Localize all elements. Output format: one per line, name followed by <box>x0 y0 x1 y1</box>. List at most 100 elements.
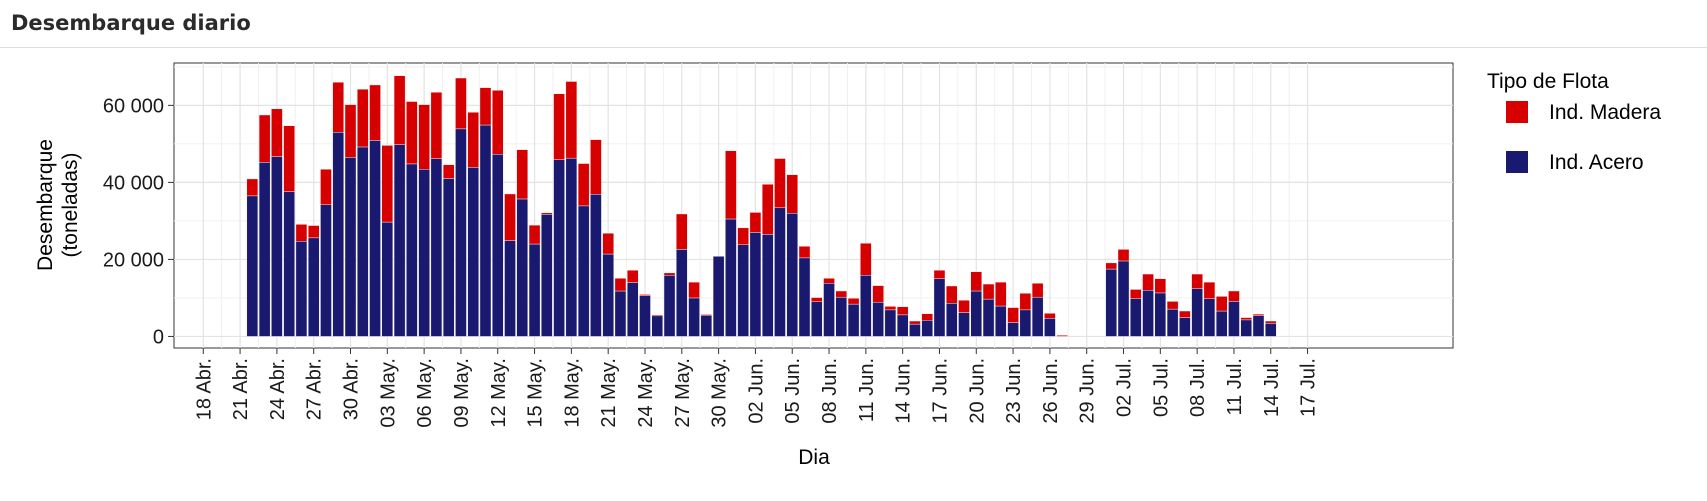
bar-ind-acero <box>958 312 970 337</box>
x-tick-label: 02 Jul. <box>1114 358 1136 417</box>
bar-ind-madera <box>786 174 798 214</box>
x-tick-label: 18 Abr. <box>193 358 215 420</box>
bar-ind-madera <box>516 149 529 200</box>
bar-ind-madera <box>982 283 995 300</box>
panel-header: Desembarque diario <box>0 0 1707 48</box>
legend-key-ind-acero <box>1506 151 1528 173</box>
bar-ind-acero <box>1007 322 1019 337</box>
bar-ind-acero <box>541 214 553 337</box>
bar-ind-madera <box>320 169 332 205</box>
y-axis-title: Desembarque (toneladas) <box>34 139 82 271</box>
bar-ind-madera <box>258 114 271 163</box>
bar-ind-madera <box>995 281 1007 307</box>
bar-ind-acero <box>307 237 320 337</box>
bar-ind-acero <box>590 194 602 337</box>
bar-ind-acero <box>1105 268 1117 337</box>
legend: Tipo de Flota Ind. Madera Ind. Acero <box>1487 70 1661 174</box>
bar-ind-madera <box>528 224 541 245</box>
bar-ind-acero <box>1240 319 1252 337</box>
bar-ind-acero <box>295 241 308 337</box>
bar-ind-acero <box>688 297 700 337</box>
bar-ind-madera <box>798 246 811 259</box>
bar-ind-acero <box>442 178 455 337</box>
bar-ind-madera <box>921 313 933 321</box>
x-tick-label: 27 May. <box>672 358 694 428</box>
x-tick-label: 20 Jun. <box>966 358 988 424</box>
y-axis-title-line2: (toneladas) <box>59 152 82 257</box>
bar-ind-madera <box>406 101 418 165</box>
bar-ind-acero <box>1166 308 1179 337</box>
y-tick-label: 0 <box>153 326 164 348</box>
bar-ind-madera <box>1191 273 1203 289</box>
bar-ind-madera <box>946 285 958 304</box>
bar-ind-madera <box>332 82 344 133</box>
bar-ind-madera <box>246 178 259 197</box>
bar-ind-acero <box>1252 315 1265 337</box>
bar-ind-acero <box>1154 292 1167 337</box>
bar-ind-madera <box>614 278 627 292</box>
bar-ind-madera <box>357 88 369 148</box>
bar-ind-madera <box>651 314 663 317</box>
x-axis: 18 Abr. 21 Abr. 24 Abr. 27 Abr. 30 Abr. 03 Ma… <box>193 348 1320 428</box>
bar-ind-acero <box>712 256 725 337</box>
bar-ind-acero <box>393 144 406 337</box>
legend-key-ind-madera <box>1506 101 1528 123</box>
x-tick-label: 21 May. <box>598 358 620 428</box>
bar-ind-madera <box>295 224 308 242</box>
bar-ind-acero <box>492 154 504 337</box>
bar-ind-acero <box>1019 309 1032 337</box>
bar-ind-acero <box>970 290 983 337</box>
bar-ind-acero <box>921 320 933 337</box>
bars <box>246 75 1277 337</box>
bar-ind-madera <box>835 290 848 298</box>
bar-ind-madera <box>1203 281 1216 299</box>
bar-ind-madera <box>933 270 946 279</box>
panel-title: Desembarque diario <box>11 11 251 35</box>
bar-ind-acero <box>369 140 381 337</box>
x-tick-label: 27 Abr. <box>304 358 326 420</box>
bar-ind-acero <box>1142 290 1154 337</box>
bar-ind-acero <box>614 290 627 337</box>
bar-ind-madera <box>1056 335 1068 337</box>
bar-ind-madera <box>430 92 443 159</box>
bar-ind-acero <box>1265 323 1277 337</box>
bar-ind-madera <box>369 84 381 141</box>
x-tick-label: 05 Jun. <box>782 358 804 424</box>
bar-ind-madera <box>467 112 479 168</box>
bar-ind-acero <box>577 205 590 337</box>
bar-ind-acero <box>357 146 369 337</box>
bar-ind-madera <box>455 77 467 130</box>
bar-ind-madera <box>860 243 872 276</box>
legend-title: Tipo de Flota <box>1487 70 1609 93</box>
bar-ind-madera <box>1240 317 1252 321</box>
bar-ind-madera <box>1044 313 1056 319</box>
bar-ind-madera <box>1179 310 1191 318</box>
bar-ind-madera <box>553 93 565 160</box>
y-axis-title-line1: Desembarque <box>34 139 57 271</box>
x-tick-label: 11 Jul. <box>1224 358 1246 415</box>
x-tick-label: 02 Jun. <box>745 358 767 424</box>
bar-ind-acero <box>896 314 909 337</box>
bar-ind-madera <box>1265 320 1277 324</box>
bar-ind-acero <box>1215 310 1228 337</box>
bar-ind-acero <box>982 298 995 337</box>
bar-ind-madera <box>442 164 455 179</box>
bar-ind-acero <box>1179 317 1191 337</box>
bar-ind-acero <box>430 158 443 337</box>
bar-ind-madera <box>749 212 762 233</box>
bar-ind-acero <box>344 157 357 337</box>
bar-ind-acero <box>749 232 762 337</box>
bar-ind-madera <box>271 108 283 157</box>
bar-ind-madera <box>847 298 860 305</box>
bar-ind-madera <box>1215 296 1228 312</box>
bar-ind-madera <box>970 271 983 292</box>
bar-ind-madera <box>393 75 406 145</box>
bar-ind-acero <box>455 128 467 337</box>
x-tick-label: 18 May. <box>561 358 583 428</box>
bar-ind-madera <box>1031 283 1044 298</box>
bar-ind-madera <box>381 145 394 223</box>
bar-ind-madera <box>688 281 700 299</box>
bar-ind-madera <box>884 306 897 311</box>
bar-ind-madera <box>307 225 320 239</box>
bar-ind-acero <box>320 204 332 337</box>
